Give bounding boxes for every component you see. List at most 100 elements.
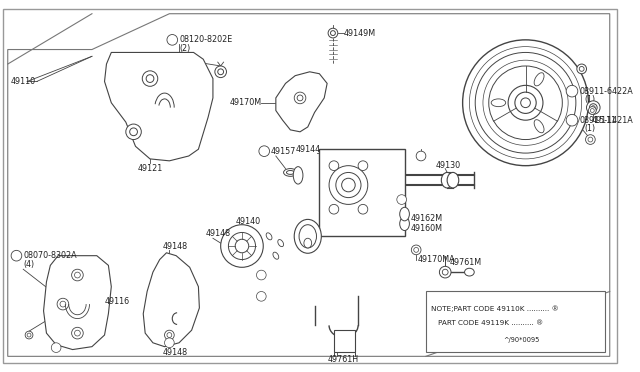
Text: 49761H: 49761H bbox=[327, 355, 358, 364]
Circle shape bbox=[228, 232, 255, 260]
Text: NOTE;PART CODE 49110K .......... ®: NOTE;PART CODE 49110K .......... ® bbox=[431, 305, 559, 312]
Circle shape bbox=[463, 40, 588, 166]
Circle shape bbox=[27, 333, 31, 337]
Polygon shape bbox=[143, 253, 200, 347]
Circle shape bbox=[521, 98, 531, 108]
Text: (4): (4) bbox=[23, 260, 35, 269]
Circle shape bbox=[440, 266, 451, 278]
Circle shape bbox=[508, 85, 543, 120]
Circle shape bbox=[257, 292, 266, 301]
Text: 49148: 49148 bbox=[163, 348, 188, 357]
Circle shape bbox=[74, 272, 81, 278]
Bar bbox=[334, 330, 355, 352]
Text: 08911-6422A: 08911-6422A bbox=[580, 87, 634, 96]
Text: 49157: 49157 bbox=[271, 147, 296, 155]
Ellipse shape bbox=[400, 207, 410, 221]
Circle shape bbox=[72, 269, 83, 281]
Ellipse shape bbox=[491, 99, 506, 107]
Circle shape bbox=[215, 66, 227, 78]
Circle shape bbox=[164, 338, 174, 347]
Text: a: a bbox=[259, 273, 263, 278]
Circle shape bbox=[126, 124, 141, 140]
Circle shape bbox=[72, 327, 83, 339]
Circle shape bbox=[259, 146, 269, 157]
Circle shape bbox=[397, 195, 406, 204]
Text: 49144: 49144 bbox=[295, 145, 320, 154]
Text: W: W bbox=[569, 118, 575, 123]
Polygon shape bbox=[104, 52, 213, 161]
Ellipse shape bbox=[278, 240, 284, 247]
Text: 49130: 49130 bbox=[436, 161, 461, 170]
Circle shape bbox=[218, 69, 223, 75]
Circle shape bbox=[164, 330, 174, 340]
Ellipse shape bbox=[534, 73, 544, 86]
Ellipse shape bbox=[266, 233, 272, 240]
Ellipse shape bbox=[304, 238, 312, 248]
Circle shape bbox=[342, 178, 355, 192]
Circle shape bbox=[577, 64, 586, 74]
Circle shape bbox=[588, 137, 593, 142]
Text: a: a bbox=[54, 345, 58, 350]
Circle shape bbox=[57, 298, 68, 310]
Circle shape bbox=[483, 60, 568, 145]
Circle shape bbox=[167, 35, 177, 45]
Circle shape bbox=[489, 66, 563, 140]
Circle shape bbox=[566, 85, 578, 97]
Circle shape bbox=[590, 109, 595, 112]
Text: 49160M: 49160M bbox=[410, 224, 442, 233]
Ellipse shape bbox=[534, 120, 544, 133]
Ellipse shape bbox=[273, 252, 279, 259]
Circle shape bbox=[330, 31, 335, 35]
Circle shape bbox=[586, 101, 600, 114]
Text: 49148: 49148 bbox=[205, 229, 230, 238]
Ellipse shape bbox=[287, 170, 294, 174]
Circle shape bbox=[221, 225, 263, 267]
Text: 49140: 49140 bbox=[235, 217, 260, 226]
Circle shape bbox=[328, 28, 338, 38]
Text: 08915-1421A: 08915-1421A bbox=[580, 116, 634, 125]
Circle shape bbox=[297, 95, 303, 101]
Circle shape bbox=[25, 331, 33, 339]
Text: (2): (2) bbox=[179, 44, 190, 53]
Circle shape bbox=[146, 75, 154, 83]
Text: 49116: 49116 bbox=[104, 297, 130, 306]
Circle shape bbox=[142, 71, 157, 86]
Ellipse shape bbox=[400, 217, 410, 231]
Circle shape bbox=[294, 92, 306, 104]
Text: B: B bbox=[170, 37, 175, 42]
Circle shape bbox=[257, 270, 266, 280]
Ellipse shape bbox=[284, 169, 297, 176]
Circle shape bbox=[586, 135, 595, 144]
Circle shape bbox=[167, 333, 172, 337]
Text: 08070-8302A: 08070-8302A bbox=[23, 251, 77, 260]
Circle shape bbox=[412, 245, 421, 255]
Text: 49111: 49111 bbox=[591, 116, 616, 125]
Text: 49761M: 49761M bbox=[450, 258, 482, 267]
Circle shape bbox=[591, 106, 595, 109]
Text: a: a bbox=[262, 149, 266, 154]
Ellipse shape bbox=[447, 173, 459, 188]
Circle shape bbox=[476, 52, 576, 153]
Text: (1): (1) bbox=[584, 124, 596, 134]
Text: N: N bbox=[570, 89, 574, 94]
Circle shape bbox=[329, 166, 368, 204]
Text: 49170M: 49170M bbox=[229, 98, 262, 107]
Circle shape bbox=[442, 269, 448, 275]
Circle shape bbox=[329, 204, 339, 214]
Text: 49148: 49148 bbox=[163, 241, 188, 250]
Circle shape bbox=[588, 107, 596, 114]
Circle shape bbox=[416, 151, 426, 161]
Text: 49110: 49110 bbox=[11, 77, 36, 86]
Text: a: a bbox=[168, 340, 172, 345]
Circle shape bbox=[329, 161, 339, 170]
Text: 49121: 49121 bbox=[138, 164, 163, 173]
Circle shape bbox=[566, 114, 578, 126]
Circle shape bbox=[235, 239, 249, 253]
Text: 49170MA: 49170MA bbox=[418, 255, 456, 264]
Circle shape bbox=[358, 204, 368, 214]
Circle shape bbox=[358, 161, 368, 170]
Circle shape bbox=[130, 128, 138, 136]
Text: a: a bbox=[259, 294, 263, 299]
Circle shape bbox=[469, 46, 582, 159]
Text: 49149M: 49149M bbox=[344, 29, 376, 38]
